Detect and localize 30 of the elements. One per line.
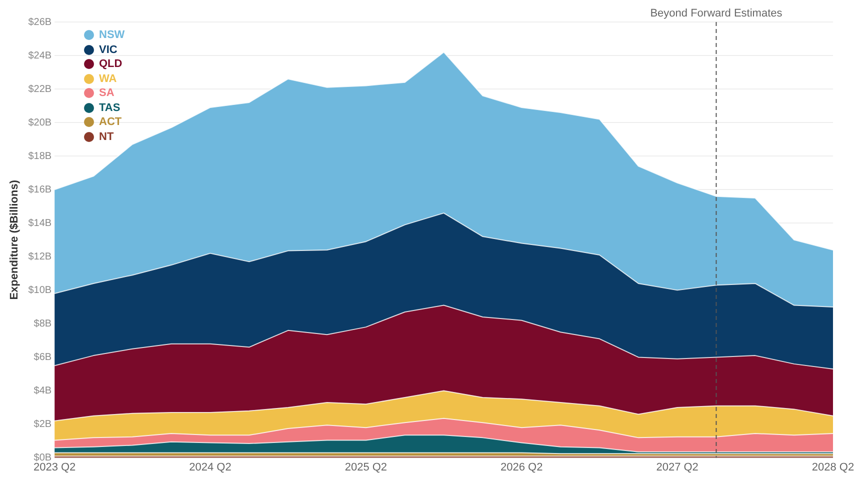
x-tick-label: 2026 Q2 xyxy=(500,461,543,474)
y-tick-label: $20B xyxy=(28,117,52,128)
y-tick-label: $6B xyxy=(34,352,52,363)
y-tick-label: $4B xyxy=(34,386,52,397)
legend-label: WA xyxy=(99,72,117,85)
legend-label: SA xyxy=(99,87,114,100)
y-tick-label: $26B xyxy=(28,16,52,28)
y-axis-title: Expenditure ($Billions) xyxy=(8,180,21,300)
y-tick-label: $14B xyxy=(28,218,52,229)
y-tick-label: $24B xyxy=(28,50,52,62)
x-tick-label: 2028 Q2 xyxy=(812,461,854,474)
y-tick-label: $12B xyxy=(28,251,52,262)
y-tick-label: $18B xyxy=(28,150,52,162)
x-tick-label: 2023 Q2 xyxy=(33,461,76,474)
legend-label: NT xyxy=(99,130,114,143)
legend-label: NSW xyxy=(99,29,125,42)
y-tick-label: $22B xyxy=(28,84,52,95)
x-tick-label: 2024 Q2 xyxy=(189,461,232,474)
legend-label: ACT xyxy=(99,116,122,128)
y-tick-label: $0B xyxy=(34,452,52,464)
ref-line-label: Beyond Forward Estimates xyxy=(650,8,783,20)
legend-label: QLD xyxy=(99,58,122,70)
x-tick-label: 2025 Q2 xyxy=(344,461,388,474)
y-tick-label: $10B xyxy=(28,284,52,296)
legend-label: TAS xyxy=(99,102,120,114)
legend-label: VIC xyxy=(99,44,118,56)
y-tick-label: $16B xyxy=(28,184,52,196)
x-tick-label: 2027 Q2 xyxy=(656,461,698,474)
y-tick-label: $2B xyxy=(34,419,52,430)
y-tick-label: $8B xyxy=(34,318,52,330)
